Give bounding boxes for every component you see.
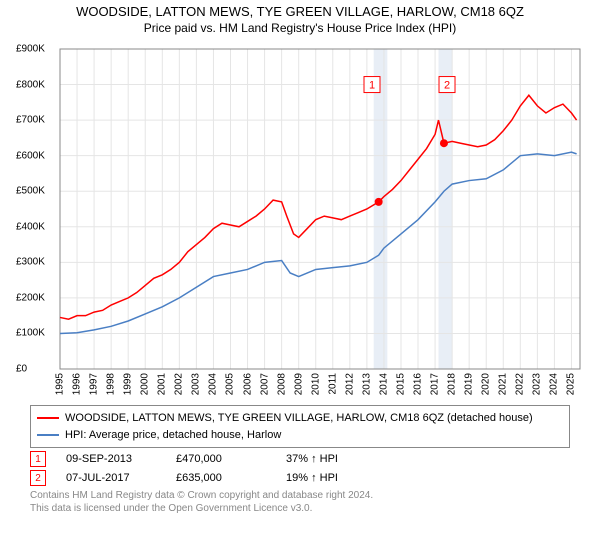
- line-chart: 12: [10, 39, 590, 399]
- y-tick-label: £200K: [16, 292, 45, 303]
- x-tick-label: 2010: [310, 373, 321, 395]
- x-tick-label: 2008: [276, 373, 287, 395]
- legend-label: HPI: Average price, detached house, Harl…: [65, 427, 281, 444]
- footer-line: Contains HM Land Registry data © Crown c…: [30, 489, 570, 502]
- legend-label: WOODSIDE, LATTON MEWS, TYE GREEN VILLAGE…: [65, 410, 533, 427]
- x-tick-label: 2017: [430, 373, 441, 395]
- price-marker: [375, 198, 383, 206]
- footer-line: This data is licensed under the Open Gov…: [30, 502, 570, 515]
- y-tick-label: £900K: [16, 44, 45, 55]
- x-tick-label: 1995: [55, 373, 66, 395]
- legend-row: WOODSIDE, LATTON MEWS, TYE GREEN VILLAGE…: [37, 410, 563, 427]
- series-hpi: [60, 152, 577, 333]
- x-tick-label: 2013: [361, 373, 372, 395]
- x-tick-label: 2020: [481, 373, 492, 395]
- price-marker: [440, 139, 448, 147]
- chart-subtitle: Price paid vs. HM Land Registry's House …: [0, 19, 600, 39]
- x-tick-label: 2022: [515, 373, 526, 395]
- series-property: [60, 95, 577, 319]
- x-tick-label: 2011: [327, 373, 338, 395]
- marker-price: £635,000: [176, 469, 266, 488]
- footer-attribution: Contains HM Land Registry data © Crown c…: [30, 489, 570, 515]
- y-tick-label: £0: [16, 364, 27, 375]
- x-tick-label: 1996: [72, 373, 83, 395]
- y-tick-label: £400K: [16, 221, 45, 232]
- y-tick-label: £600K: [16, 150, 45, 161]
- x-tick-label: 2006: [242, 373, 253, 395]
- y-tick-label: £300K: [16, 257, 45, 268]
- marker-diff: 19% ↑ HPI: [286, 469, 366, 488]
- x-tick-label: 2014: [378, 373, 389, 395]
- chart-title: WOODSIDE, LATTON MEWS, TYE GREEN VILLAGE…: [0, 0, 600, 19]
- marker-num-box: 2: [30, 470, 46, 486]
- x-tick-label: 2023: [532, 373, 543, 395]
- x-tick-label: 2001: [157, 373, 168, 395]
- x-tick-label: 1998: [106, 373, 117, 395]
- legend: WOODSIDE, LATTON MEWS, TYE GREEN VILLAGE…: [30, 405, 570, 448]
- legend-swatch: [37, 417, 59, 419]
- x-tick-label: 2016: [413, 373, 424, 395]
- x-tick-label: 2003: [191, 373, 202, 395]
- marker-label-num: 1: [369, 80, 375, 92]
- marker-table-row: 2 07-JUL-2017 £635,000 19% ↑ HPI: [30, 469, 570, 488]
- x-tick-label: 2018: [447, 373, 458, 395]
- x-tick-label: 2015: [395, 373, 406, 395]
- x-tick-label: 2007: [259, 373, 270, 395]
- x-tick-label: 2025: [566, 373, 577, 395]
- x-tick-label: 2009: [293, 373, 304, 395]
- marker-table: 1 09-SEP-2013 £470,000 37% ↑ HPI 2 07-JUL-201…: [30, 450, 570, 487]
- marker-date: 09-SEP-2013: [66, 450, 156, 469]
- legend-swatch: [37, 434, 59, 436]
- chart-area: 12 £0£100K£200K£300K£400K£500K£600K£700K…: [10, 39, 590, 399]
- x-tick-label: 2012: [344, 373, 355, 395]
- y-tick-label: £700K: [16, 115, 45, 126]
- marker-label-num: 2: [444, 80, 450, 92]
- marker-diff: 37% ↑ HPI: [286, 450, 366, 469]
- x-tick-label: 2005: [225, 373, 236, 395]
- x-tick-label: 1997: [89, 373, 100, 395]
- x-tick-label: 2019: [464, 373, 475, 395]
- marker-num-box: 1: [30, 451, 46, 467]
- y-tick-label: £500K: [16, 186, 45, 197]
- x-tick-label: 2002: [174, 373, 185, 395]
- x-tick-label: 1999: [123, 373, 134, 395]
- y-tick-label: £800K: [16, 79, 45, 90]
- marker-date: 07-JUL-2017: [66, 469, 156, 488]
- marker-price: £470,000: [176, 450, 266, 469]
- x-tick-label: 2004: [208, 373, 219, 395]
- legend-row: HPI: Average price, detached house, Harl…: [37, 427, 563, 444]
- x-tick-label: 2000: [140, 373, 151, 395]
- x-tick-label: 2021: [498, 373, 509, 395]
- marker-table-row: 1 09-SEP-2013 £470,000 37% ↑ HPI: [30, 450, 570, 469]
- y-tick-label: £100K: [16, 328, 45, 339]
- x-tick-label: 2024: [549, 373, 560, 395]
